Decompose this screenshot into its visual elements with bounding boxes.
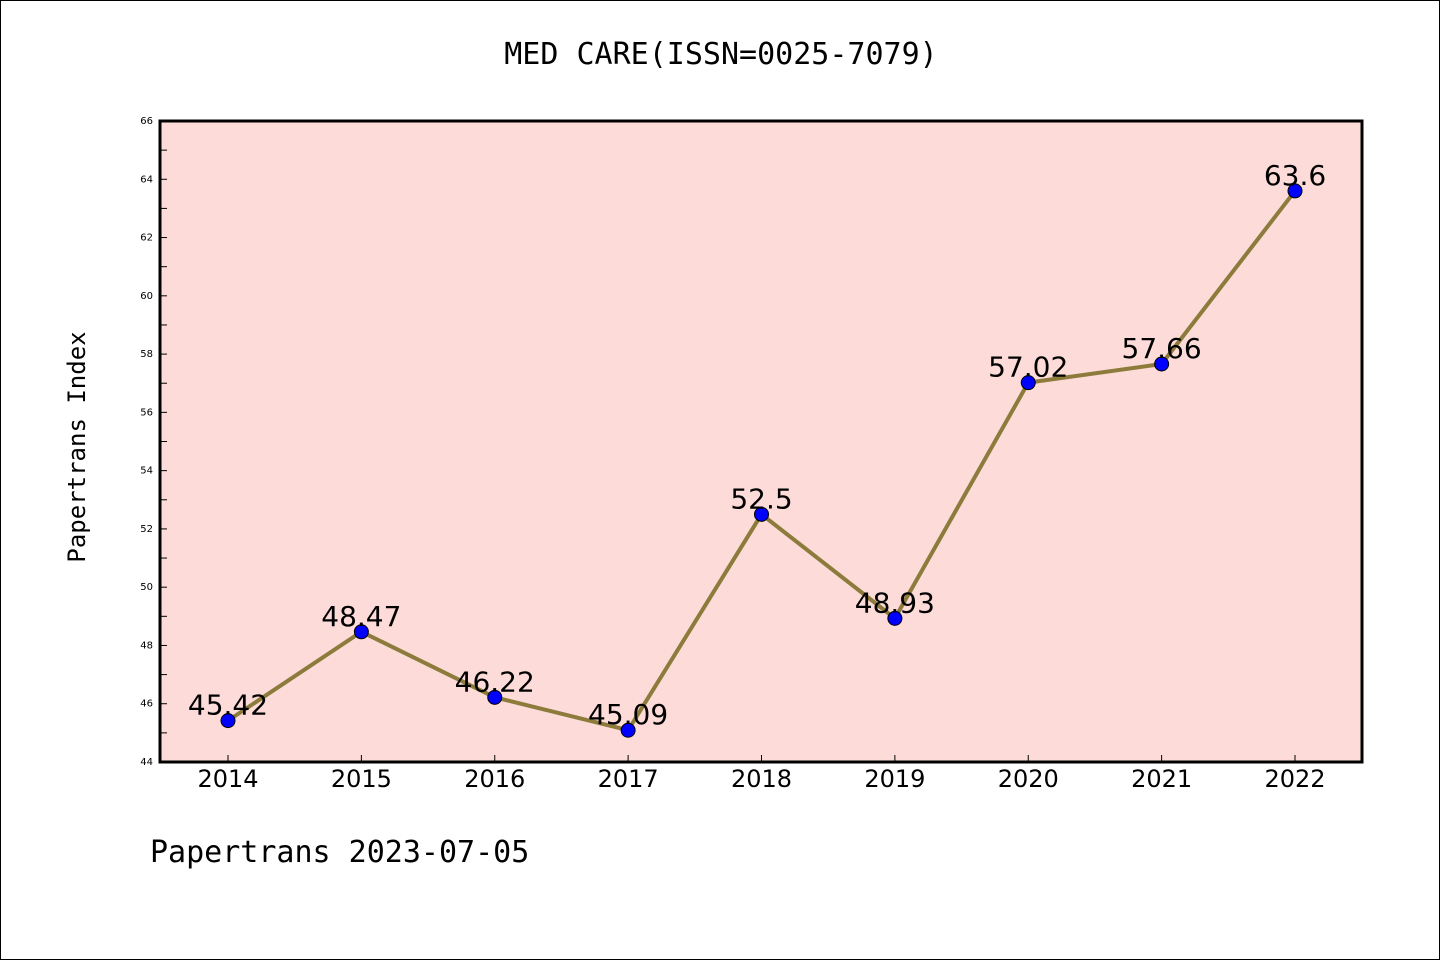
data-point [220, 713, 236, 729]
x-tick-label: 2022 [1264, 765, 1325, 793]
y-tick-label: 66 [140, 116, 153, 127]
data-point [1154, 356, 1170, 372]
data-label: 63.6 [1264, 159, 1326, 192]
data-label: 45.09 [588, 698, 668, 731]
y-tick-label: 62 [140, 233, 153, 244]
data-label: 45.42 [188, 689, 268, 722]
x-tick-label: 2019 [864, 765, 925, 793]
y-tick-label: 64 [140, 174, 153, 185]
data-point [487, 689, 503, 705]
x-tick-label: 2016 [464, 765, 525, 793]
x-tick-label: 2017 [598, 765, 659, 793]
data-label: 57.66 [1122, 332, 1202, 365]
plot-border [158, 119, 1364, 764]
data-label: 52.5 [730, 482, 792, 515]
chart-title: MED CARE(ISSN=0025-7079) [504, 37, 938, 72]
x-tick-label: 2021 [1131, 765, 1192, 793]
x-tick-label: 2014 [197, 765, 258, 793]
data-point [353, 624, 369, 640]
data-label: 46.22 [455, 665, 535, 698]
y-tick-label: 58 [140, 349, 153, 360]
data-point [1287, 183, 1303, 199]
y-tick-label: 52 [140, 524, 153, 535]
y-tick-label: 46 [140, 699, 153, 710]
y-tick-label: 54 [140, 466, 153, 477]
data-point [754, 506, 769, 522]
data-point [887, 610, 903, 626]
y-tick-label: 60 [140, 291, 153, 302]
y-tick-label: 44 [140, 757, 153, 768]
x-tick-label: 2020 [998, 765, 1059, 793]
y-tick-label: 56 [140, 407, 153, 418]
data-label: 57.02 [988, 351, 1068, 384]
data-label: 48.47 [321, 600, 401, 633]
data-point [1020, 375, 1036, 391]
footer-text: Papertrans 2023-07-05 [150, 835, 530, 870]
y-tick-label: 50 [140, 582, 153, 593]
data-point [620, 722, 636, 738]
x-tick-label: 2018 [731, 765, 792, 793]
y-tick-label: 48 [140, 640, 153, 651]
plot-area [160, 121, 1362, 762]
data-label: 48.93 [855, 586, 935, 619]
x-tick-label: 2015 [331, 765, 392, 793]
